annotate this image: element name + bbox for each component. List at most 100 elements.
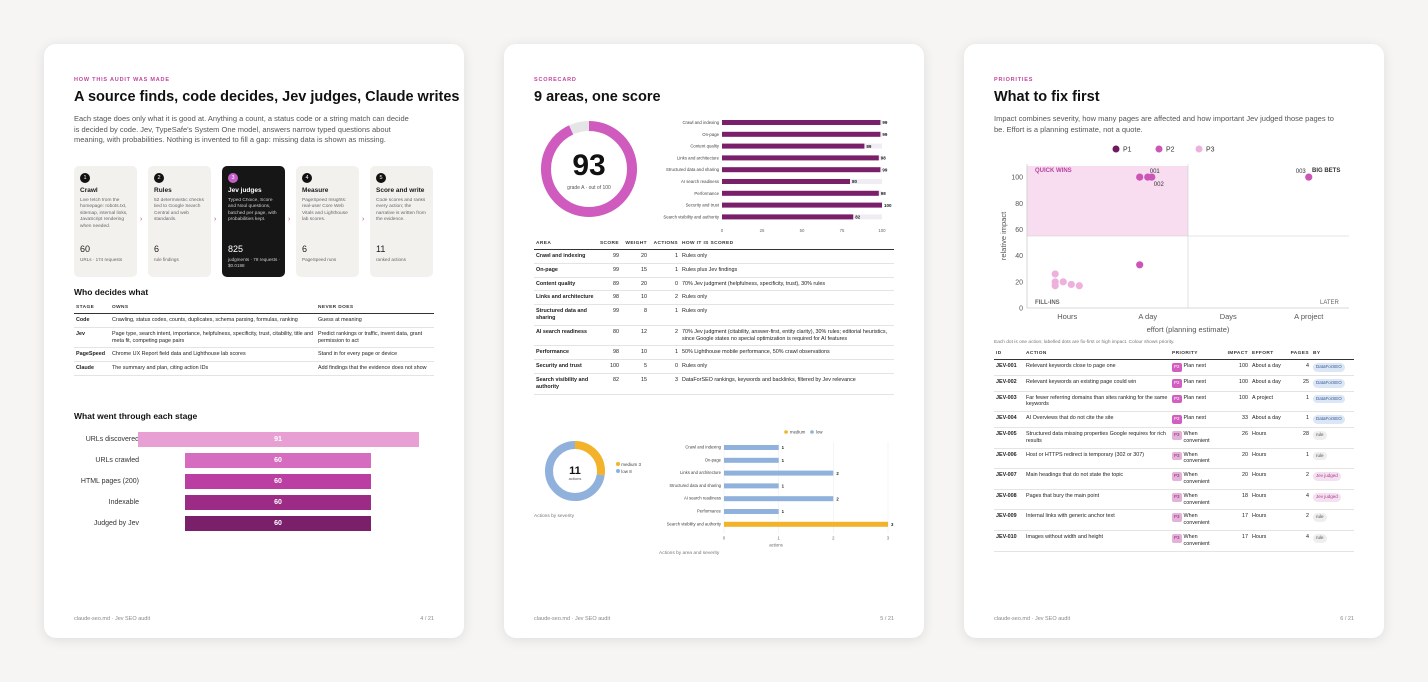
- scatter-point: [1067, 280, 1075, 289]
- cell: 1: [1287, 411, 1311, 428]
- donut-unit: actions: [569, 476, 582, 481]
- page-6: PRIORITIES What to fix first Impact comb…: [964, 44, 1384, 638]
- cell: P2 Plan next: [1170, 359, 1222, 376]
- priority-label: Plan next: [1183, 415, 1206, 422]
- score-value: 93: [572, 149, 605, 182]
- cell: 10: [621, 345, 649, 361]
- chevron-right-icon: ›: [288, 216, 291, 223]
- cell: 20: [621, 277, 649, 292]
- category-label: Security and trust: [686, 203, 720, 208]
- sev-caption: Actions by area and severity: [659, 551, 720, 556]
- scatter-point: [1136, 261, 1144, 269]
- data-label: 1: [782, 445, 785, 450]
- bar: [722, 214, 854, 220]
- cell: 1: [649, 249, 680, 264]
- legend-label: low 8: [621, 469, 632, 474]
- tick-label: 1: [777, 536, 780, 541]
- cell: Stand in for every page or device: [316, 347, 434, 363]
- stage-sub: PageSpeed runs: [302, 257, 337, 262]
- stage-desc: PageSpeed Insights: real-user Core Web V…: [302, 198, 348, 223]
- cell: On-page: [534, 263, 596, 278]
- table-row: JEV-001 Relevant keywords close to page o…: [994, 359, 1354, 376]
- column-header: BY: [1311, 348, 1354, 360]
- bar-segment: [724, 509, 779, 514]
- data-label: 99: [882, 167, 888, 172]
- eyebrow: HOW THIS AUDIT WAS MADE: [74, 77, 170, 83]
- lead-paragraph: Each stage does only what it is good at.…: [74, 114, 409, 144]
- tick-label: 75: [840, 228, 845, 233]
- cell: P3 When convenient: [1170, 448, 1222, 470]
- stage-desc: Typed Choice, Score and Noul questions, …: [228, 198, 277, 223]
- donut-slice: [545, 441, 605, 501]
- category-label: Crawl and indexing: [685, 445, 721, 450]
- category-label: Crawl and indexing: [682, 120, 719, 125]
- point-label: 002: [1154, 182, 1165, 188]
- bar: [722, 190, 879, 196]
- cell: 70% Jev judgment (helpfulness, specifici…: [680, 277, 894, 292]
- cell: 1: [649, 304, 680, 326]
- priority-label: When convenient: [1183, 513, 1210, 527]
- funnel-bar: 91: [137, 432, 419, 447]
- scatter-point: [1305, 173, 1313, 181]
- cell: Rules plus Jev findings: [680, 263, 894, 278]
- section-heading: What went through each stage: [74, 411, 198, 421]
- bar: [722, 120, 881, 125]
- cell: rule: [1311, 427, 1354, 449]
- cell: 33: [1222, 411, 1250, 428]
- cell: JEV-008: [994, 489, 1024, 511]
- cell: JEV-002: [994, 375, 1024, 392]
- column-header: IMPACT: [1222, 348, 1250, 360]
- cell: P2 Plan next: [1170, 375, 1222, 392]
- data-label: 98: [881, 156, 887, 161]
- stage-card: 1 Crawl Live fetch from the homepage: ro…: [74, 166, 137, 277]
- tick-label: 2: [832, 536, 835, 541]
- cell: Hours: [1250, 448, 1287, 470]
- table-row: Jev Page type, search intent, importance…: [74, 327, 434, 349]
- cell: Guess at meaning: [316, 313, 434, 328]
- cell: 2: [649, 325, 680, 347]
- tick-label: 20: [1015, 279, 1023, 286]
- cell: 5: [621, 359, 649, 374]
- cell: 17: [1222, 509, 1250, 531]
- data-label: 1: [782, 484, 785, 489]
- source-tag: rule: [1313, 430, 1327, 440]
- eyebrow: PRIORITIES: [994, 77, 1034, 83]
- cell: JEV-007: [994, 468, 1024, 490]
- cell: Predict rankings or traffic, invent data…: [316, 327, 434, 349]
- cell: JEV-003: [994, 391, 1024, 413]
- stage-card: 3 Jev judges Typed Choice, Score and Nou…: [222, 166, 285, 277]
- legend-item: medium 3: [616, 461, 641, 468]
- cell: 26: [1222, 427, 1250, 449]
- cell: 99: [596, 249, 621, 264]
- data-label: 1: [782, 458, 785, 463]
- stage-stat: 825: [228, 244, 244, 254]
- stage-title: Jev judges: [228, 187, 262, 194]
- legend-label-p3: P3: [1206, 147, 1215, 154]
- legend-item: low 8: [616, 468, 641, 475]
- stage-desc: 52 deterministic checks tied to Google S…: [154, 198, 204, 223]
- stage-title: Crawl: [80, 187, 98, 194]
- table-row: On-page 99 15 1 Rules plus Jev findings: [534, 263, 894, 278]
- page-footer: claude-seo.md · Jev SEO audit 5 / 21: [534, 616, 894, 622]
- data-label: 100: [884, 203, 892, 208]
- cell: 99: [596, 263, 621, 278]
- cell: Jev judged: [1311, 489, 1354, 511]
- cell: 80: [596, 325, 621, 347]
- funnel-bar: 60: [185, 453, 371, 468]
- quadrant-quick-wins: QUICK WINS: [1035, 168, 1072, 174]
- cell: Images without width and height: [1024, 530, 1170, 552]
- score-ring-arc: [541, 121, 637, 217]
- category-label: Performance: [694, 191, 719, 196]
- cell: P2 Plan next: [1170, 391, 1222, 413]
- column-header: WEIGHT: [621, 238, 649, 250]
- cell: P3 When convenient: [1170, 468, 1222, 490]
- cell: P3 When convenient: [1170, 509, 1222, 531]
- axis-label: relative impact: [999, 211, 1008, 260]
- priority-label: Plan next: [1183, 363, 1206, 369]
- stage-title: Rules: [154, 187, 172, 194]
- cell: 50% Lighthouse mobile performance, 50% c…: [680, 345, 894, 361]
- bar-segment: [724, 496, 834, 502]
- cell: 20: [1222, 448, 1250, 470]
- page-title: A source finds, code decides, Jev judges…: [74, 89, 460, 105]
- bar-segment: [724, 483, 779, 489]
